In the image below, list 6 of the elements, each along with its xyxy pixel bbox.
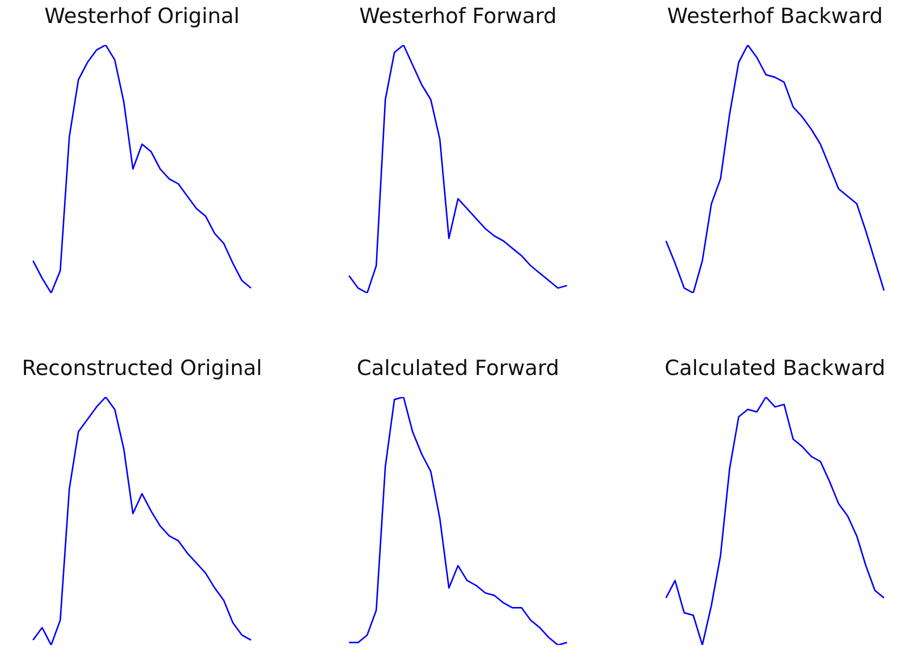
chart-title: Westerhof Forward	[358, 3, 558, 30]
chart-title: Calculated Forward	[356, 355, 560, 382]
chart-title: Calculated Backward	[664, 355, 886, 382]
chart-title: Reconstructed Original	[20, 355, 264, 382]
chart-title: Westerhof Backward	[666, 3, 884, 30]
chart-title: Westerhof Original	[43, 3, 241, 30]
